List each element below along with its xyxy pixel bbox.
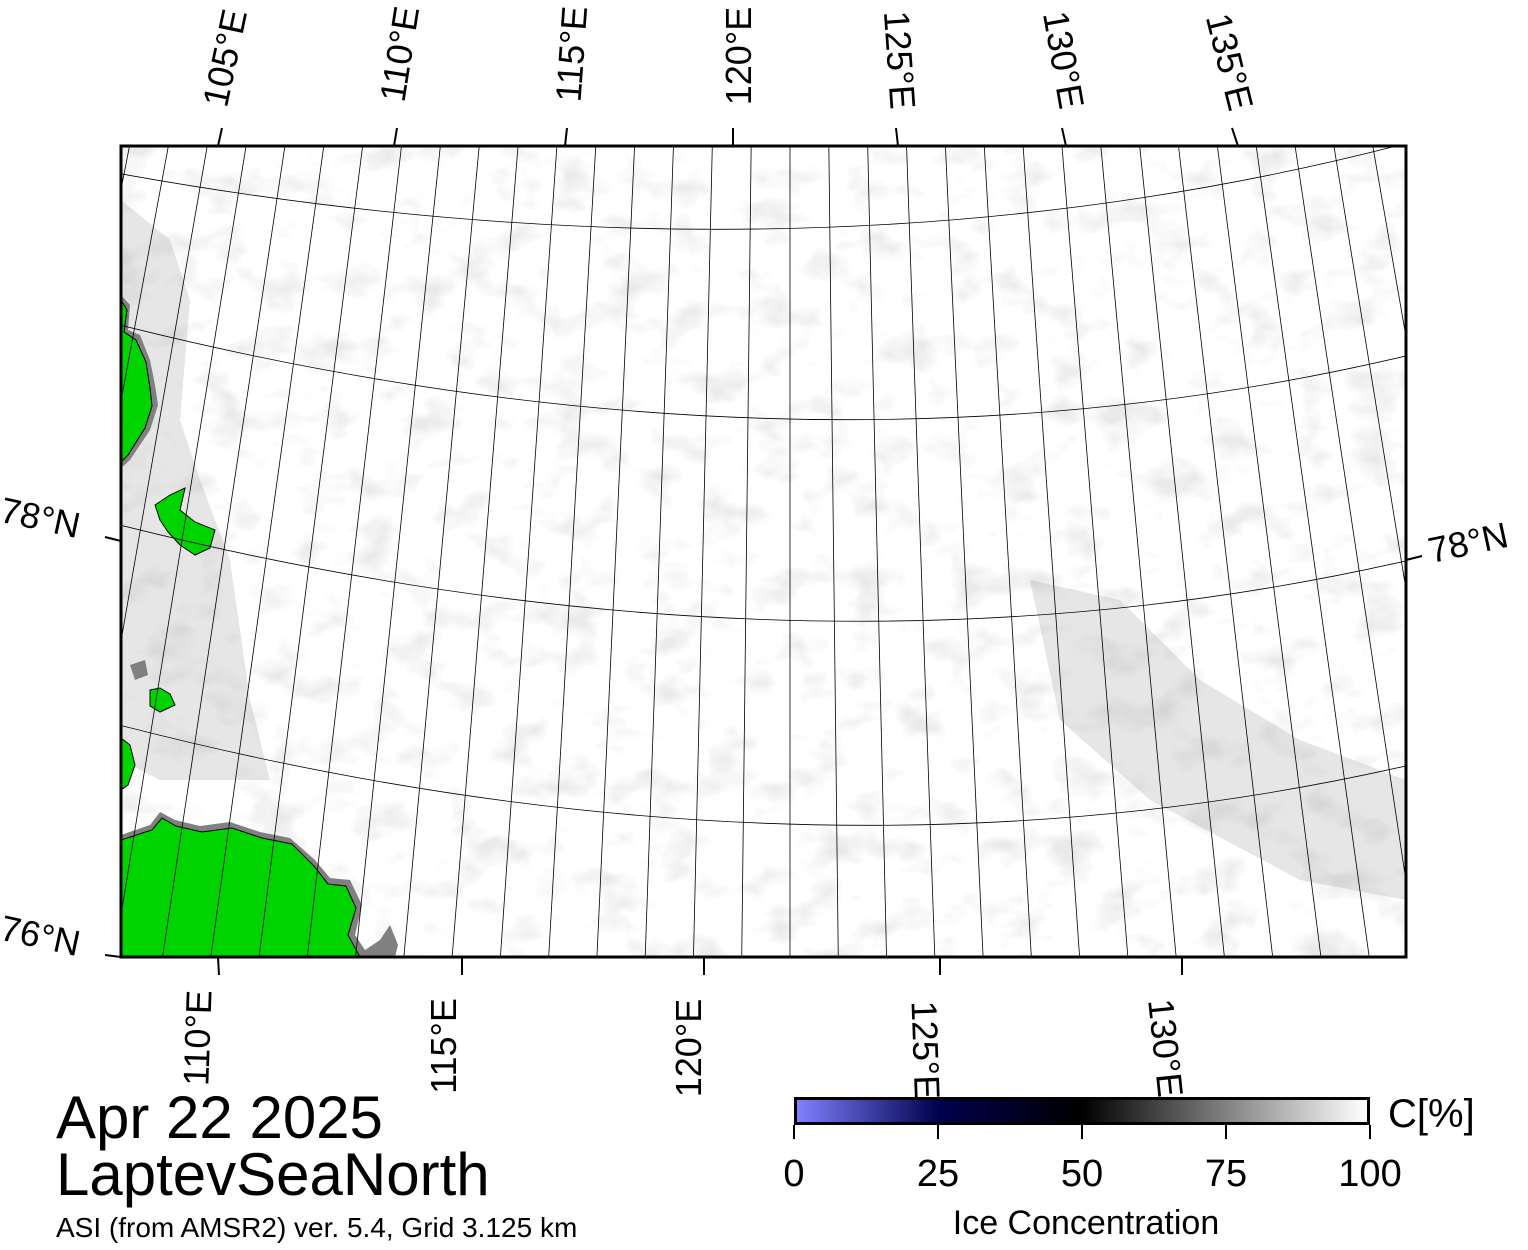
colorbar-tick-100 — [1369, 1125, 1371, 1139]
land-masses — [121, 295, 398, 957]
meridian-line — [596, 146, 635, 957]
colorbar — [794, 1097, 1370, 1125]
meridian-line — [945, 146, 984, 957]
meridian-line — [0, 126, 95, 977]
colorbar-label-75: 75 — [1204, 1153, 1248, 1195]
meridian-line — [1294, 146, 1406, 884]
land-islet-3 — [149, 687, 176, 713]
colorbar-tick-25 — [937, 1125, 939, 1139]
meridian-line — [1524, 126, 1528, 977]
meridian-line — [548, 146, 597, 957]
graticule-parallels — [121, 146, 1406, 826]
meridian-line — [451, 146, 519, 957]
lon-label-bottom-110: 110°E — [175, 989, 220, 1087]
lon-label-top-125: 125°E — [875, 9, 924, 111]
meridian-line — [1255, 146, 1370, 957]
meridian-line — [1139, 146, 1225, 957]
meridian-line — [0, 126, 18, 977]
meridian-line — [983, 146, 1032, 957]
colorbar-title: Ice Concentration — [952, 1204, 1220, 1242]
colorbar-unit: C[%] — [1388, 1092, 1475, 1136]
graticule-meridians — [0, 126, 1528, 977]
land-mainland-green — [121, 817, 361, 957]
meridian-line — [162, 146, 286, 957]
meridian-line — [741, 146, 752, 957]
meridian-line — [1061, 146, 1129, 957]
meridian-line — [1100, 146, 1177, 957]
map-source: ASI (from AMSR2) ver. 5.4, Grid 3.125 km — [56, 1212, 578, 1243]
meridian-line — [1333, 146, 1406, 592]
map-frame — [119, 144, 1408, 959]
colorbar-label-0: 0 — [783, 1153, 805, 1195]
ice-texture — [121, 146, 1406, 957]
meridian-line — [258, 146, 364, 957]
meridian-line — [121, 146, 247, 918]
low-concentration-zones — [121, 200, 1406, 900]
colorbar-tick-75 — [1225, 1125, 1227, 1139]
lon-label-bottom-130: 130°E — [1140, 996, 1192, 1100]
lon-label-top-115: 115°E — [547, 4, 596, 104]
lon-label-bottom-125: 125°E — [903, 1000, 948, 1100]
meridian-line — [121, 146, 208, 644]
meridian-line — [1216, 146, 1322, 957]
meridian-line — [1372, 146, 1406, 340]
meridian-line — [1178, 146, 1274, 957]
meridian-line — [306, 146, 402, 957]
meridian-line — [867, 146, 887, 957]
meridian-line — [0, 126, 56, 977]
lon-label-bottom-120: 120°E — [668, 998, 710, 1098]
colorbar-label-100: 100 — [1338, 1153, 1402, 1195]
land-islet-2 — [130, 660, 148, 680]
lon-label-bottom-115: 115°E — [422, 998, 464, 1094]
meridian-line — [403, 146, 480, 957]
lon-label-top-120: 120°E — [718, 6, 760, 106]
map-date: Apr 22 2025 — [56, 1084, 383, 1151]
colorbar-label-50: 50 — [1060, 1153, 1104, 1195]
land-islet-4 — [121, 737, 136, 791]
map-region: LaptevSeaNorth — [56, 1141, 490, 1208]
land-island-north-green — [121, 299, 153, 463]
meridian-line — [906, 146, 936, 957]
meridian-line — [693, 146, 713, 957]
meridian-line — [121, 146, 169, 404]
meridian-line — [499, 146, 558, 957]
colorbar-tick-50 — [1081, 1125, 1083, 1139]
meridian-line — [1022, 146, 1081, 957]
axis-ticks — [104, 127, 1423, 976]
colorbar-label-25: 25 — [916, 1153, 960, 1195]
meridian-line — [828, 146, 839, 957]
meridian-line — [644, 146, 674, 957]
meridian-line — [121, 146, 130, 192]
meridian-line — [210, 146, 325, 957]
colorbar-tick-0 — [793, 1125, 795, 1139]
meridian-line — [355, 146, 441, 957]
